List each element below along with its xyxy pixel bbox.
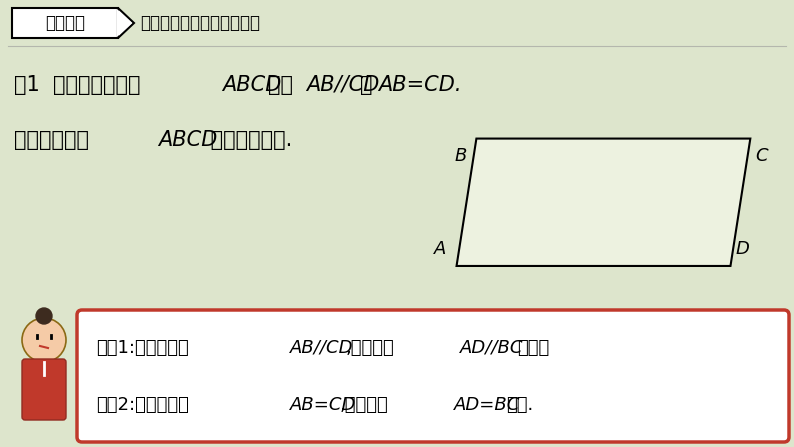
Text: ABCD: ABCD (158, 130, 218, 150)
Text: AD=BC: AD=BC (454, 396, 520, 414)
Text: AB//CD: AB//CD (290, 339, 353, 357)
Text: 新知探究: 新知探究 (45, 14, 85, 32)
Text: 即可.: 即可. (506, 396, 534, 414)
Text: 求证：四边形: 求证：四边形 (14, 130, 89, 150)
Text: 是平行四边形.: 是平行四边形. (204, 130, 306, 150)
Text: 思路2:条件中已有: 思路2:条件中已有 (96, 396, 189, 414)
Text: 即可；: 即可； (517, 339, 549, 357)
Text: ,只需证明: ,只需证明 (346, 339, 395, 357)
Circle shape (22, 318, 66, 362)
Text: AB//CD: AB//CD (306, 75, 380, 95)
FancyBboxPatch shape (22, 359, 66, 420)
Text: A: A (434, 240, 446, 258)
Text: 知识点：平行四边形的判定: 知识点：平行四边形的判定 (140, 14, 260, 32)
Text: C: C (755, 147, 768, 164)
Text: B: B (454, 147, 466, 164)
Text: ，: ， (360, 75, 372, 95)
Text: AD//BC: AD//BC (460, 339, 523, 357)
Polygon shape (118, 8, 134, 38)
FancyBboxPatch shape (77, 310, 789, 442)
Text: ,只需证明: ,只需证明 (340, 396, 389, 414)
Text: AB=CD.: AB=CD. (378, 75, 461, 95)
Text: D: D (735, 240, 750, 258)
Text: 中，: 中， (268, 75, 306, 95)
Polygon shape (117, 9, 132, 37)
Text: 思路1:条件中已有: 思路1:条件中已有 (96, 339, 189, 357)
Polygon shape (12, 8, 118, 38)
Text: ABCD: ABCD (222, 75, 281, 95)
Polygon shape (457, 139, 750, 266)
Text: 例1  如图，在四边形: 例1 如图，在四边形 (14, 75, 141, 95)
Text: AB=CD: AB=CD (290, 396, 357, 414)
Circle shape (36, 308, 52, 324)
